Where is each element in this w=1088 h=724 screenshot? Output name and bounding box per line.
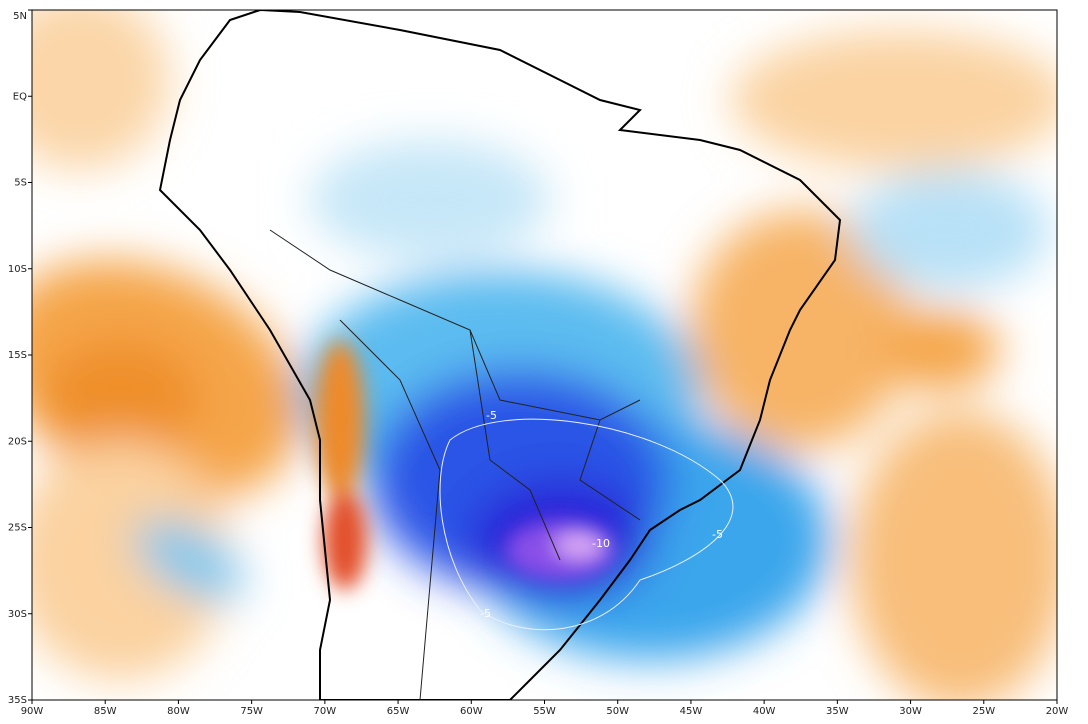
lon-label: 75W <box>240 706 263 717</box>
lat-label: 35S <box>8 695 27 706</box>
contour-label: -5 <box>486 409 497 422</box>
lon-label: 60W <box>460 706 483 717</box>
lat-label: 5N <box>13 11 27 22</box>
lat-label: 15S <box>8 350 27 361</box>
lon-label: 50W <box>606 706 629 717</box>
contour-line <box>439 418 734 631</box>
lon-label: 40W <box>753 706 776 717</box>
lon-label: 45W <box>680 706 703 717</box>
coastline <box>158 10 842 700</box>
lon-label: 20W <box>1046 706 1069 717</box>
lat-label: EQ <box>13 91 27 102</box>
contour-label: -5 <box>480 607 491 620</box>
lat-label: 10S <box>8 264 27 275</box>
lon-label: 80W <box>167 706 190 717</box>
lon-label: 90W <box>21 706 44 717</box>
lat-label: 20S <box>8 436 27 447</box>
anomaly-field: -5 -10 -5 -5 <box>32 10 1057 700</box>
contour-label: -10 <box>592 537 610 550</box>
lat-label: 30S <box>8 609 27 620</box>
lat-label: 5S <box>14 178 27 189</box>
lon-label: 85W <box>94 706 117 717</box>
contour-label: -5 <box>712 528 723 541</box>
lon-label: 55W <box>533 706 556 717</box>
lon-label: 70W <box>314 706 337 717</box>
lon-label: 65W <box>387 706 410 717</box>
lon-label: 25W <box>972 706 995 717</box>
lon-label: 35W <box>826 706 849 717</box>
borders <box>269 229 641 700</box>
lon-label: 30W <box>899 706 922 717</box>
lat-label: 25S <box>8 523 27 534</box>
